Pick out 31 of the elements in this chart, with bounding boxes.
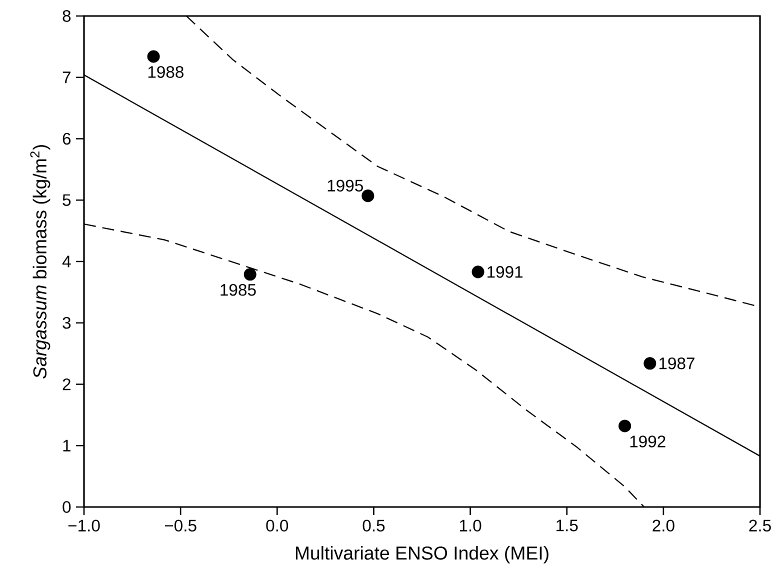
x-axis-title: Multivariate ENSO Index (MEI) bbox=[296, 546, 548, 564]
x-tick-label: 2.5 bbox=[749, 520, 771, 532]
y-tick-label: 1 bbox=[63, 440, 70, 452]
point bbox=[362, 190, 374, 202]
y-axis-title: Sargassum biomass (kg/m$^{2}$) bbox=[30, 145, 50, 379]
annotation: 1988 bbox=[148, 66, 184, 78]
x-tick-label: −0.5 bbox=[164, 520, 196, 532]
y-tick-label: 4 bbox=[62, 256, 71, 268]
y-tick-label: 6 bbox=[62, 132, 71, 145]
x-tick-label: 1.5 bbox=[556, 520, 578, 532]
annotation: 1987 bbox=[659, 357, 694, 370]
x-tick-label: 2.0 bbox=[652, 520, 674, 532]
annotation: 1995 bbox=[328, 180, 363, 192]
point bbox=[472, 266, 484, 278]
y-tick-label: 7 bbox=[62, 72, 70, 84]
x-tick-label: −1.0 bbox=[68, 520, 100, 532]
y-tick-label: 5 bbox=[62, 194, 71, 206]
annotation: 1991 bbox=[488, 266, 523, 278]
y-tick-label: 8 bbox=[62, 10, 71, 22]
y-tick-label: 2 bbox=[62, 378, 70, 390]
point bbox=[618, 420, 632, 432]
annotation: 1992 bbox=[630, 436, 666, 448]
point bbox=[244, 268, 256, 281]
y-tick-label: 0 bbox=[62, 501, 71, 513]
x-tick-label: 1.0 bbox=[460, 520, 482, 532]
point bbox=[644, 357, 656, 370]
annotation: 1985 bbox=[220, 284, 256, 296]
y-tick-label: 3 bbox=[62, 316, 71, 329]
x-tick-label: 0.0 bbox=[266, 520, 288, 532]
point bbox=[147, 50, 160, 63]
x-tick-label: 0.5 bbox=[362, 520, 385, 532]
